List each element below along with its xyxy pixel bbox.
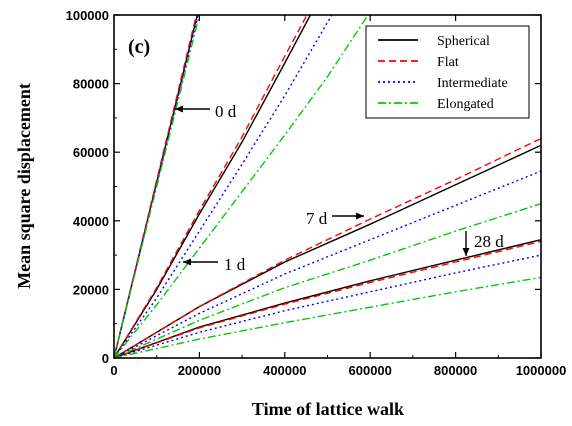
annotation-label-1d: 1 d bbox=[224, 255, 246, 274]
annotation-label-28d: 28 d bbox=[474, 232, 504, 251]
y-tick-label: 100000 bbox=[66, 8, 109, 23]
series-line-elongated-group-1 bbox=[113, 14, 369, 359]
series-line-spherical-group-3 bbox=[113, 239, 542, 359]
series-line-intermediate-group-1 bbox=[113, 14, 333, 359]
legend-label-intermediate: Intermediate bbox=[437, 76, 508, 91]
annotation-label-7d: 7 d bbox=[306, 209, 328, 228]
x-tick-label: 1000000 bbox=[516, 363, 567, 378]
series-line-elongated-group-0 bbox=[113, 14, 201, 359]
series-line-flat-group-1 bbox=[113, 14, 308, 359]
arrow-28d bbox=[462, 231, 470, 256]
x-tick-label: 600000 bbox=[349, 363, 392, 378]
y-tick-label: 20000 bbox=[73, 282, 109, 297]
legend: Spherical Flat Intermediate Elongated bbox=[365, 25, 530, 119]
arrow-1d bbox=[183, 258, 218, 266]
arrow-7d bbox=[332, 212, 364, 220]
series-line-flat-group-0 bbox=[113, 14, 198, 359]
series-line-elongated-group-3 bbox=[113, 276, 542, 359]
x-tick-label: 0 bbox=[110, 363, 117, 378]
series-line-elongated-group-2 bbox=[113, 203, 542, 359]
series-line-flat-group-2 bbox=[113, 137, 542, 359]
series-line-intermediate-group-2 bbox=[113, 170, 542, 359]
y-tick-label: 0 bbox=[102, 351, 109, 366]
series-layer bbox=[113, 14, 542, 359]
x-axis-title: Time of lattice walk bbox=[252, 399, 404, 419]
y-tick-label: 60000 bbox=[73, 145, 109, 160]
series-line-spherical-group-1 bbox=[113, 14, 312, 359]
tick-layer: 0 200000 400000 600000 800000 1000000 0 20000 40… bbox=[66, 8, 567, 378]
x-tick-label: 800000 bbox=[434, 363, 477, 378]
series-line-flat-group-3 bbox=[113, 240, 542, 359]
legend-label-spherical: Spherical bbox=[437, 34, 490, 49]
annotation-arrows bbox=[175, 105, 470, 266]
legend-label-elongated: Elongated bbox=[437, 97, 494, 112]
panel-label: (c) bbox=[128, 36, 150, 58]
annotation-label-0d: 0 d bbox=[215, 102, 237, 121]
legend-box bbox=[365, 25, 530, 119]
x-tick-label: 200000 bbox=[178, 363, 221, 378]
x-tick-label: 400000 bbox=[263, 363, 306, 378]
y-tick-label: 80000 bbox=[73, 77, 109, 92]
y-axis-title: Mean square displacement bbox=[14, 83, 34, 289]
legend-label-flat: Flat bbox=[437, 55, 459, 70]
arrow-0d bbox=[175, 105, 210, 113]
y-tick-label: 40000 bbox=[73, 214, 109, 229]
series-line-intermediate-group-3 bbox=[113, 254, 542, 359]
